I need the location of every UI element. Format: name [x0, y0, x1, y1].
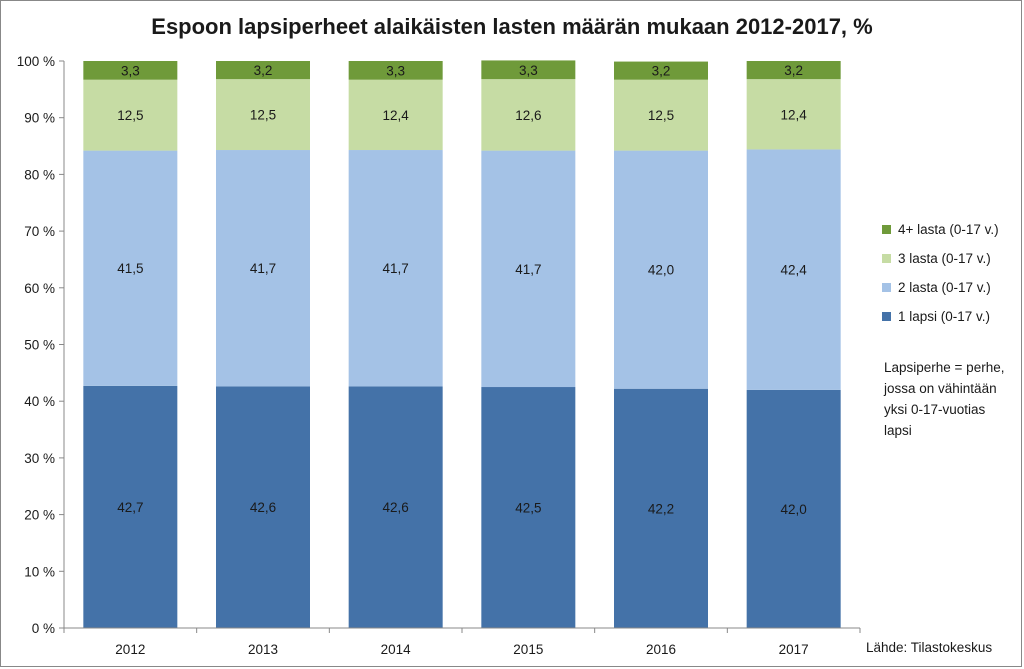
y-tick-label: 50 % [24, 338, 55, 353]
data-label: 3,3 [519, 63, 538, 78]
legend-item: 3 lasta (0-17 v.) [882, 244, 999, 273]
bar-segment [348, 61, 443, 80]
data-label: 41,7 [250, 261, 276, 276]
data-label: 42,2 [648, 501, 674, 516]
data-label: 42,5 [515, 501, 541, 516]
data-label: 12,4 [383, 108, 410, 123]
x-tick-label: 2012 [115, 642, 145, 657]
legend-label: 4+ lasta (0-17 v.) [898, 222, 999, 237]
bar-segment [83, 385, 178, 628]
bar-segment [746, 61, 841, 80]
data-label: 42,4 [781, 263, 808, 278]
legend-swatch [882, 225, 891, 234]
bar-segment [614, 61, 708, 80]
legend-item: 4+ lasta (0-17 v.) [882, 215, 999, 244]
data-label: 41,7 [515, 262, 541, 277]
data-label: 12,6 [515, 108, 541, 123]
bar-segment [216, 79, 310, 151]
data-label: 12,5 [117, 108, 143, 123]
bar-segment [348, 386, 443, 628]
bar-segment [481, 79, 576, 151]
bar-segment [746, 389, 841, 628]
bar-segment [216, 150, 310, 387]
y-tick-label: 20 % [24, 508, 55, 523]
bar-segment [83, 79, 178, 151]
x-tick-label: 2013 [248, 642, 278, 657]
data-label: 3,2 [254, 63, 273, 78]
x-tick-label: 2017 [779, 642, 809, 657]
chart-legend: 4+ lasta (0-17 v.) 3 lasta (0-17 v.) 2 las… [882, 215, 999, 331]
legend-label: 2 lasta (0-17 v.) [898, 280, 991, 295]
data-label: 3,2 [652, 64, 671, 79]
y-tick-label: 40 % [24, 394, 55, 409]
bar-segment [746, 149, 841, 390]
data-label: 3,3 [386, 63, 405, 78]
legend-swatch [882, 283, 891, 292]
bar-segment [348, 150, 443, 387]
bar-segment [614, 150, 708, 389]
bar-segment [216, 386, 310, 628]
bar-segment [481, 150, 576, 388]
data-label: 42,0 [781, 502, 807, 517]
data-label: 41,7 [383, 261, 409, 276]
legend-swatch [882, 312, 891, 321]
chart-title: Espoon lapsiperheet alaikäisten lasten m… [151, 14, 873, 39]
data-label: 12,5 [648, 108, 674, 123]
data-label: 42,0 [648, 263, 674, 278]
data-label: 12,4 [781, 107, 808, 122]
y-tick-label: 60 % [24, 281, 55, 296]
source-label: Lähde: Tilastokeskus [866, 640, 993, 655]
data-label: 12,5 [250, 108, 276, 123]
bar-segment [746, 79, 841, 150]
y-tick-label: 90 % [24, 111, 55, 126]
x-tick-label: 2016 [646, 642, 676, 657]
bar-segment [614, 388, 708, 628]
y-tick-label: 100 % [17, 54, 55, 69]
bar-segment [216, 61, 310, 80]
data-label: 3,3 [121, 63, 140, 78]
legend-label: 3 lasta (0-17 v.) [898, 251, 991, 266]
y-tick-label: 80 % [24, 167, 55, 182]
bar-segment [83, 61, 178, 80]
legend-item: 2 lasta (0-17 v.) [882, 273, 999, 302]
bar-segment [348, 79, 443, 151]
legend-label: 1 lapsi (0-17 v.) [898, 309, 991, 324]
y-tick-label: 10 % [24, 564, 55, 579]
y-tick-label: 30 % [24, 451, 55, 466]
data-label: 42,6 [383, 500, 409, 515]
data-label: 42,7 [117, 500, 143, 515]
bar-segment [481, 60, 576, 80]
bar-segment [83, 150, 178, 386]
x-tick-label: 2015 [513, 642, 543, 657]
data-label: 42,6 [250, 500, 276, 515]
legend-swatch [882, 254, 891, 263]
data-label: 3,2 [784, 63, 803, 78]
y-tick-label: 70 % [24, 224, 55, 239]
bar-segment [481, 387, 576, 628]
chart-note: Lapsiperhe = perhe, jossa on vähintään y… [884, 360, 1005, 438]
data-label: 41,5 [117, 261, 143, 276]
y-tick-label: 0 % [32, 621, 55, 636]
x-tick-label: 2014 [381, 642, 412, 657]
bar-segment [614, 79, 708, 151]
legend-item: 1 lapsi (0-17 v.) [882, 302, 999, 331]
